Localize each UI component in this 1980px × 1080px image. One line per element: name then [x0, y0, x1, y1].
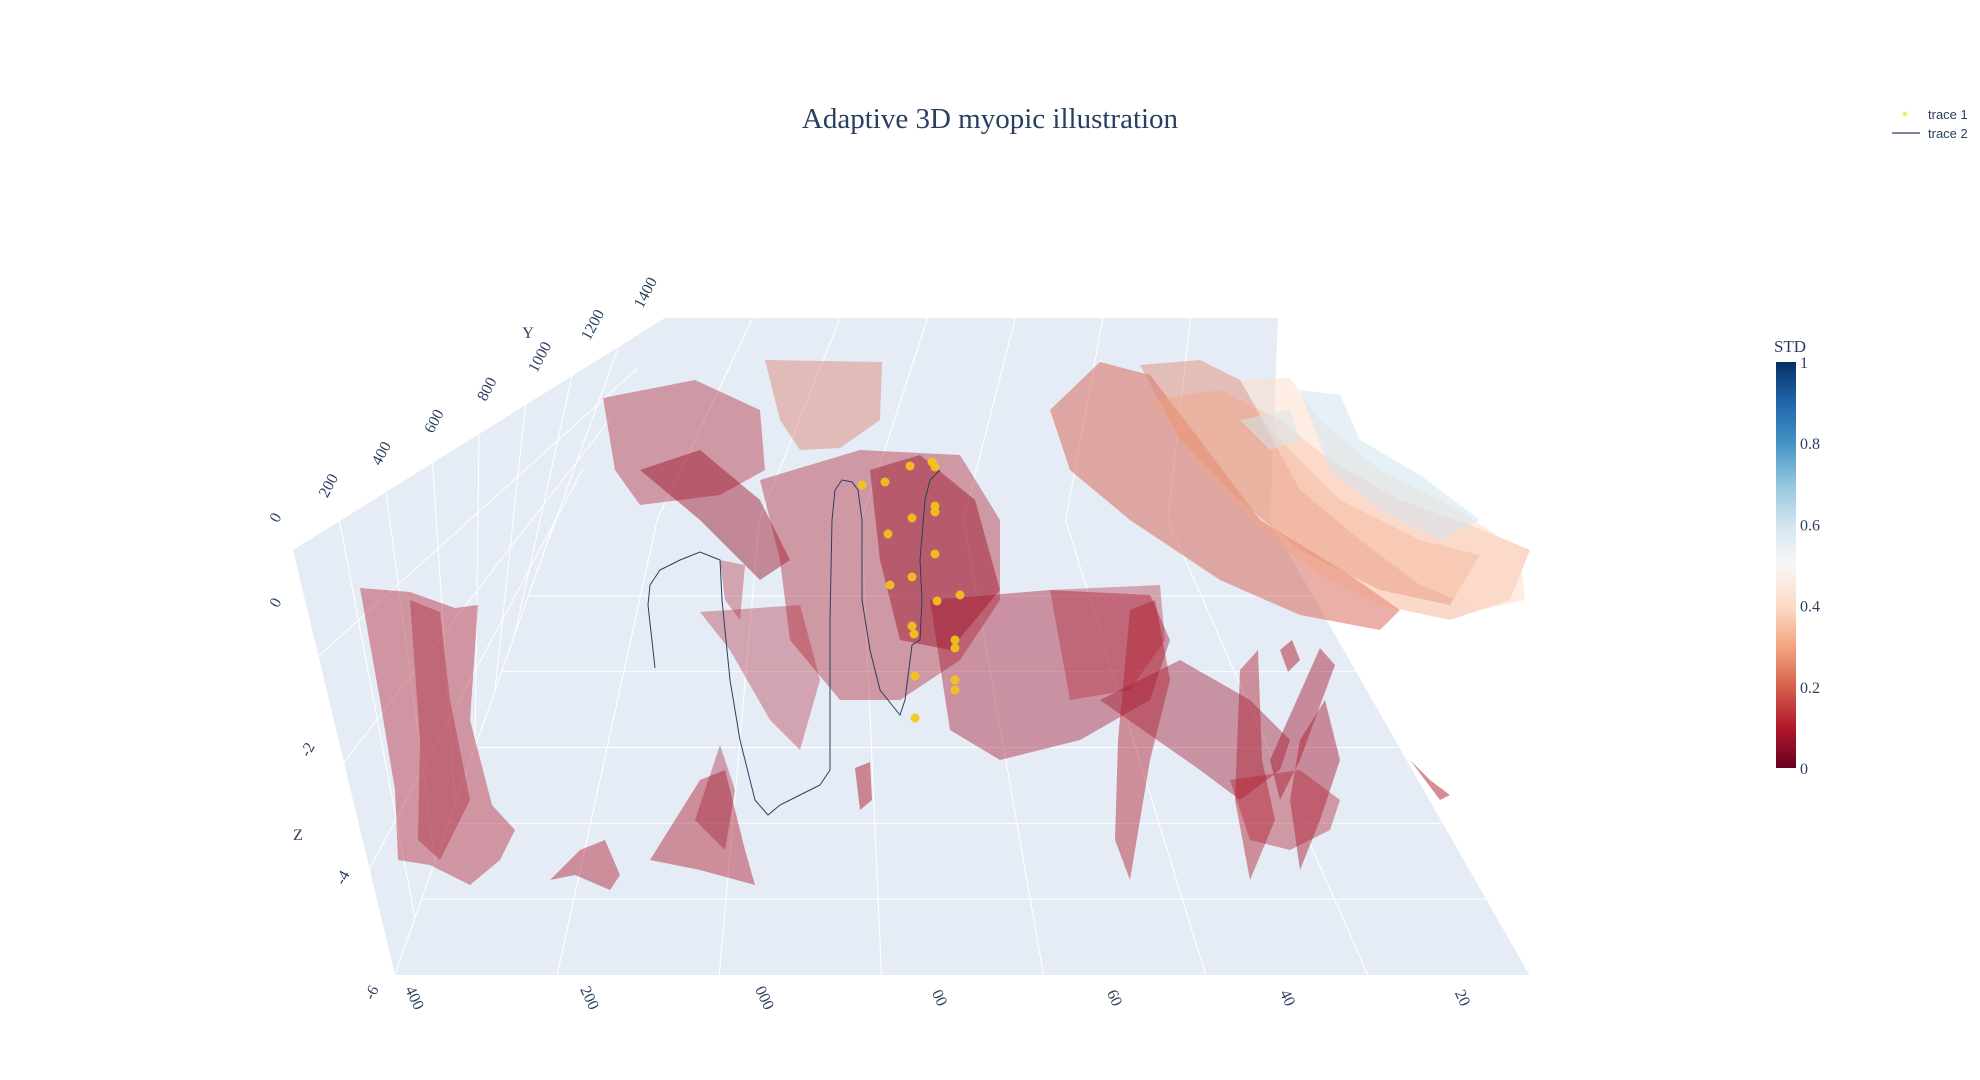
- trace-1-point[interactable]: [910, 671, 920, 681]
- x-tick-label: 000: [751, 984, 777, 1013]
- surface-patch: [640, 450, 790, 580]
- y-tick-label: 1400: [631, 275, 661, 311]
- y-tick-label: 400: [369, 439, 395, 468]
- colorbar-gradient-bar: [1776, 362, 1796, 768]
- surface-patch: [650, 770, 755, 885]
- grid-line: [369, 469, 583, 869]
- scene-3d[interactable]: Y Z 0 200 400 600 800 1000 1200 1400 0 -2 -4 -6 40…: [267, 275, 1531, 1013]
- legend-marker-symbol: [1902, 111, 1908, 117]
- y-tick-label: 800: [474, 375, 500, 404]
- trace-1-point[interactable]: [930, 507, 940, 517]
- surface-patch: [720, 560, 745, 620]
- z-tick-label: -2: [297, 740, 318, 760]
- trace-1-point[interactable]: [950, 675, 960, 685]
- surface-patch: [1280, 640, 1300, 672]
- legend-label: trace 1: [1928, 107, 1968, 122]
- colorbar-tick-label: 0: [1800, 761, 1808, 778]
- surface-patch: [1050, 585, 1165, 700]
- chart-title: Adaptive 3D myopic illustration: [802, 103, 1179, 135]
- trace-1-point[interactable]: [907, 572, 917, 582]
- grid-line: [343, 418, 611, 763]
- surface-patch: [1230, 770, 1340, 850]
- surface-patch: [930, 590, 1170, 760]
- colorbar-title: STD: [1774, 337, 1806, 356]
- left-wall: [293, 318, 665, 975]
- colorbar-ticks: 0 0.2 0.4 0.6 0.8 1: [1800, 355, 1820, 778]
- legend-label: trace 2: [1928, 126, 1968, 141]
- surface-patch: [1235, 650, 1275, 880]
- trace-1-point[interactable]: [932, 596, 942, 606]
- trace-1-point[interactable]: [930, 462, 940, 472]
- legend-item-trace-2[interactable]: trace 2: [1892, 126, 1968, 141]
- trace-1-point[interactable]: [885, 580, 895, 590]
- surface-patch: [1115, 600, 1170, 880]
- surface-patch: [1050, 362, 1400, 630]
- colorbar-tick-label: 0.2: [1800, 680, 1820, 697]
- surface-patch: [550, 840, 620, 890]
- trace-1-point[interactable]: [930, 549, 940, 559]
- x-tick-label: 400: [401, 984, 427, 1013]
- surface-patch: [1290, 700, 1340, 870]
- surface-patch: [1240, 410, 1300, 450]
- y-tick-label: 600: [421, 407, 447, 436]
- colorbar-tick-label: 0.4: [1800, 599, 1820, 616]
- y-tick-label: 0: [267, 510, 286, 525]
- z-axis-title: Z: [293, 827, 303, 844]
- trace-1-point[interactable]: [909, 629, 919, 639]
- trace-1-point[interactable]: [907, 621, 917, 631]
- surface-patch: [1410, 760, 1450, 800]
- surface-patch: [765, 360, 882, 450]
- z-tick-label: -6: [361, 983, 382, 1003]
- surface-patch: [410, 600, 470, 860]
- legend[interactable]: trace 1 trace 2: [1892, 107, 1968, 141]
- trace-1-point[interactable]: [905, 461, 915, 471]
- surface-patch: [1270, 648, 1335, 800]
- x-tick-label: 00: [928, 987, 950, 1009]
- x-axis-ticks: 400 200 000 00 60 40 20: [401, 984, 1473, 1013]
- legend-item-trace-1[interactable]: trace 1: [1902, 107, 1968, 122]
- y-tick-label: 1200: [578, 307, 608, 343]
- grid-line: [963, 317, 1016, 521]
- surface-patch: [603, 380, 765, 505]
- trace-1-point[interactable]: [950, 685, 960, 695]
- surface-patch: [760, 450, 1000, 700]
- y-tick-label: 1000: [525, 339, 555, 375]
- surface-patch: [695, 745, 735, 850]
- x-tick-label: 60: [1103, 987, 1125, 1009]
- surface-patch: [1100, 660, 1290, 800]
- trace-1-point[interactable]: [950, 635, 960, 645]
- colorbar-tick-label: 0.8: [1800, 436, 1820, 453]
- trace-2-line[interactable]: [647, 469, 941, 816]
- grid-line: [656, 317, 754, 521]
- grid-line: [860, 317, 929, 521]
- trace-1-point[interactable]: [950, 643, 960, 653]
- grid-line: [758, 317, 841, 521]
- trace-1-markers[interactable]: [857, 457, 965, 723]
- surface-patch: [700, 605, 820, 750]
- x-tick-label: 40: [1276, 987, 1298, 1009]
- surface-patch: [855, 762, 872, 810]
- surface-patch: [360, 588, 515, 885]
- colorbar: STD 0 0.2 0.4 0.6 0.8 1: [1774, 337, 1820, 778]
- z-tick-label: -4: [332, 868, 353, 888]
- trace-1-point[interactable]: [883, 529, 893, 539]
- trace-1-point[interactable]: [857, 480, 867, 490]
- y-axis-title: Y: [522, 325, 534, 342]
- grid-line: [318, 368, 638, 657]
- z-tick-label: 0: [267, 595, 286, 610]
- surface-trace[interactable]: [360, 360, 1530, 890]
- trace-1-point[interactable]: [910, 713, 920, 723]
- surface-patch: [1300, 390, 1480, 540]
- trace-1-point[interactable]: [955, 590, 965, 600]
- trace-1-point[interactable]: [880, 477, 890, 487]
- colorbar-tick-label: 0.6: [1800, 517, 1820, 534]
- trace-1-point[interactable]: [907, 513, 917, 523]
- x-tick-label: 20: [1451, 987, 1473, 1009]
- colorbar-tick-label: 1: [1800, 355, 1808, 372]
- y-tick-label: 200: [316, 471, 342, 500]
- x-tick-label: 200: [576, 984, 602, 1013]
